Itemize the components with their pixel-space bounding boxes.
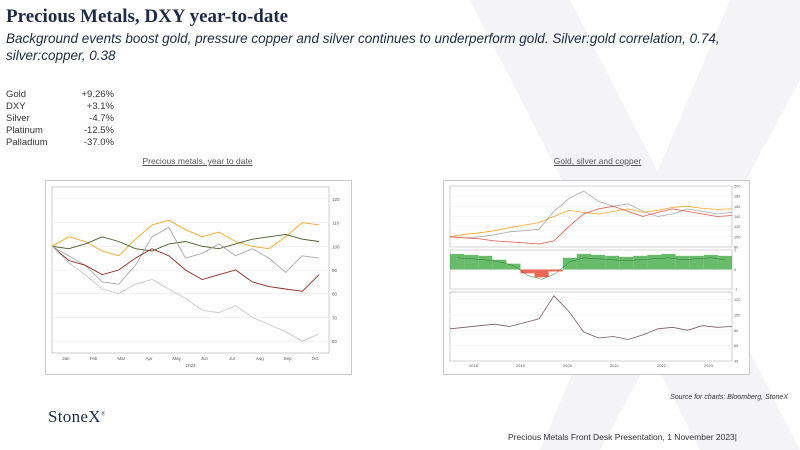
y-tick-label: -1 [734,288,737,292]
x-tick-label: 2023 [704,363,714,368]
hist-bar [605,255,620,270]
right-chart-frame: 80 100 120 140 160 180 200 -1 0 1 40 60 80 100 120 2018… [443,180,750,375]
hist-bar [450,253,465,270]
perf-name: Palladium [6,137,48,148]
page-title: Precious Metals, DXY year-to-date [6,6,289,27]
left-chart: 60 70 80 90 100 110 120 Jan Feb Mar Apr May Jun Jul Au… [51,186,340,368]
hist-bar [703,254,718,270]
right-chart-title: Gold, silver and copper [553,156,642,166]
y-tick-label: 120 [332,197,340,202]
x-year-label: 2023 [185,363,196,368]
y-tick-label: 120 [734,225,740,229]
hist-bar [689,255,704,270]
y-tick-label: 200 [734,185,740,189]
series-line-gold [51,219,320,257]
source-note: Source for charts: Bloomberg, StoneX [670,394,788,401]
series-line-silver [51,226,320,285]
x-tick-label: Apr [145,356,153,361]
y-tick-label: 90 [332,268,338,273]
y-tick-label: 80 [734,246,738,250]
hist-bar [478,255,493,270]
y-tick-label: 80 [734,329,738,333]
perf-value: -37.0% [83,137,114,148]
x-tick-label: Jan [62,356,70,361]
hist-bar [534,269,549,278]
presentation-footer: Precious Metals Front Desk Presentation,… [508,432,737,442]
perf-name: DXY [6,101,26,112]
left-chart-frame: 60 70 80 90 100 110 120 Jan Feb Mar Apr May Jun Jul Au… [45,180,352,375]
perf-row-palladium: Palladium -37.0% [6,137,114,149]
y-tick-label: 80 [332,292,338,297]
y-tick-label: 0 [734,268,736,272]
hist-bar [506,263,521,270]
logo-text: StoneX [48,407,101,426]
hist-bar [576,253,591,270]
hist-bar [591,254,606,270]
panel-2 [449,291,733,362]
right-chart: 80100120140160180200-1014060801001202018… [449,185,740,368]
y-tick-label: 180 [734,195,740,199]
x-tick-label: Sep [283,356,292,361]
series-line-dxy [51,233,320,252]
perf-row-silver: Silver -4.7% [6,113,114,125]
y-tick-label: 70 [332,315,338,320]
x-tick-label: 2018 [469,363,479,368]
hist-bar [647,254,662,270]
x-tick-label: Jun [201,356,209,361]
hist-bar [717,255,732,270]
hist-bar [492,259,507,270]
y-tick-label: 110 [332,221,340,226]
perf-row-dxy: DXY +3.1% [6,101,114,113]
perf-row-gold: Gold +9.26% [6,89,114,101]
x-tick-label: May [172,356,181,361]
perf-row-platinum: Platinum -12.5% [6,125,114,137]
x-tick-label: Oct [312,356,320,361]
y-tick-label: 100 [734,314,740,318]
hist-bar [661,253,676,270]
perf-value: -4.7% [89,113,114,124]
series-line-copper [449,205,733,245]
y-tick-label: 140 [734,215,740,219]
series-line-gold [449,205,733,238]
y-tick-label: 1 [734,249,736,253]
stonex-logo: StoneX® [48,407,106,426]
x-tick-label: Feb [90,356,98,361]
x-tick-label: Mar [117,356,125,361]
x-tick-label: 2022 [657,363,667,368]
x-tick-label: 2019 [516,363,526,368]
y-tick-label: 60 [734,344,738,348]
y-tick-label: 120 [734,298,740,302]
series-line-corr [457,257,725,280]
hist-bar [548,269,563,272]
perf-name: Platinum [6,125,43,136]
perf-name: Silver [6,113,30,124]
series-line-silver [449,190,733,239]
x-tick-label: 2021 [610,363,620,368]
y-tick-label: 60 [332,339,338,344]
series-line-palladium [51,245,320,342]
performance-table: Gold +9.26% DXY +3.1% Silver -4.7% Plati… [6,89,114,149]
left-chart-title: Precious metals, year to date [142,156,253,166]
perf-value: +3.1% [86,101,114,112]
hist-bar [633,255,648,270]
y-tick-label: 100 [332,244,340,249]
hist-bar [619,256,634,270]
y-tick-label: 100 [734,235,740,239]
y-tick-label: 160 [734,205,740,209]
series-line-ratio [449,295,733,340]
page-subtitle: Background events boost gold, pressure c… [6,31,720,63]
x-tick-label: 2020 [563,363,573,368]
x-tick-label: Jul [229,356,235,361]
y-tick-label: 40 [734,360,738,364]
perf-name: Gold [6,89,27,100]
x-tick-label: Aug [256,356,265,361]
hist-bar [520,269,535,274]
hist-bar [675,255,690,270]
hist-bar [562,257,577,270]
series-line-platinum [51,245,320,292]
perf-value: -12.5% [83,125,114,136]
perf-value: +9.26% [81,89,115,100]
hist-bar [464,254,479,270]
